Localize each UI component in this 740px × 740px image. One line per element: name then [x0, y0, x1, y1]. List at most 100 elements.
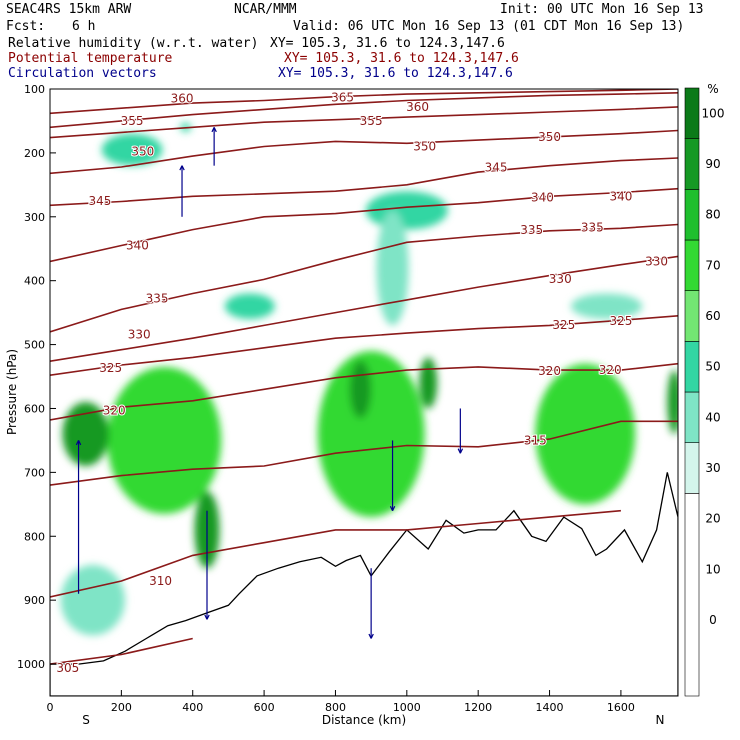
theta-label: 345 [89, 194, 112, 208]
humidity-region [62, 402, 109, 466]
x-tick-label: 0 [47, 701, 54, 714]
theta-label: 340 [531, 191, 554, 205]
y-tick-label: 800 [24, 530, 45, 543]
theta-label: 355 [121, 114, 144, 128]
colorbar-tick-label: 100 [702, 106, 725, 120]
y-tick-label: 700 [24, 466, 45, 479]
humidity-region [419, 357, 438, 409]
humidity-region [101, 133, 163, 166]
valid-time: Valid: 06 UTC Mon 16 Sep 13 (01 CDT Mon … [293, 19, 685, 34]
colorbar-tick-label: 30 [705, 461, 720, 475]
theta-contour-335 [50, 223, 678, 333]
x-tick-label: 200 [111, 701, 132, 714]
colorbar-bin [684, 493, 700, 697]
theta-contour-350 [50, 129, 678, 175]
colorbar-tick-label: 40 [705, 410, 720, 424]
circulation-vector [179, 165, 185, 217]
x-tick-label: 1600 [607, 701, 635, 714]
humidity-region [224, 293, 275, 320]
x-tick-label: 1400 [536, 701, 564, 714]
theta-label: 330 [645, 255, 668, 269]
field-vector-name: Circulation vectors [8, 66, 157, 81]
theta-label: 320 [103, 403, 126, 417]
theta-label: 335 [520, 223, 543, 237]
colorbar-bin [684, 391, 700, 443]
y-tick-label: 400 [24, 275, 45, 288]
theta-contour-340 [50, 187, 678, 263]
colorbar-tick-label: 70 [705, 258, 720, 272]
model-name: SEAC4RS 15km ARW [6, 2, 132, 17]
theta-contour-355 [50, 106, 678, 139]
humidity-region [667, 370, 678, 435]
circulation-vector [211, 127, 217, 166]
theta-label: 325 [99, 361, 122, 375]
colorbar-tick-label: 80 [705, 208, 720, 222]
colorbar-bin [684, 189, 700, 241]
circulation-vector [457, 408, 464, 454]
south-label: S [82, 713, 90, 727]
colorbar-bin [684, 442, 700, 494]
theta-label: 330 [549, 272, 572, 286]
circulation-vector-layer [75, 127, 464, 639]
y-tick-label: 900 [24, 594, 45, 607]
theta-label: 325 [609, 314, 632, 328]
colorbar-unit: % [707, 82, 718, 96]
humidity-region [60, 565, 125, 636]
y-tick-label: 500 [24, 339, 45, 352]
x-tick-label: 400 [182, 701, 203, 714]
theta-label: 365 [331, 90, 354, 104]
theta-label: 310 [149, 574, 172, 588]
organization: NCAR/MMM [234, 2, 297, 17]
theta-contour-360 [50, 92, 678, 129]
x-axis-label: Distance (km) [322, 713, 406, 727]
y-tick-label: 600 [24, 402, 45, 415]
colorbar-tick-label: 50 [705, 360, 720, 374]
forecast-value: 6 h [72, 19, 96, 34]
theta-label: 340 [609, 189, 632, 203]
theta-contour-345 [50, 157, 678, 207]
humidity-region [317, 350, 425, 518]
colorbar-bin [684, 138, 700, 190]
x-tick-label: 1000 [393, 701, 421, 714]
colorbar: 0 10 20 30 40 50 60 70 80 90 100 [684, 87, 725, 697]
theta-label: 335 [146, 292, 169, 306]
theta-contour-layer: 365 360 360 355 355 350 350 350 345 345 340 340 340 3… [50, 89, 678, 676]
theta-contour-310 [50, 509, 621, 598]
theta-contour-365 [50, 89, 678, 115]
theta-contour-305 [50, 637, 193, 665]
x-tick-label: 800 [325, 701, 346, 714]
colorbar-tick-label: 20 [705, 512, 720, 526]
north-label: N [656, 713, 665, 727]
terrain-layer [50, 472, 678, 696]
humidity-region [107, 366, 222, 514]
field-theta-xy: XY= 105.3, 31.6 to 124.3,147.6 [284, 51, 519, 66]
humidity-region [376, 210, 409, 326]
colorbar-bin [684, 239, 700, 291]
colorbar-tick-label: 10 [705, 562, 720, 576]
axis-layer: 0 200 400 600 800 1000 1200 1400 1600 100 200 300 40… [17, 83, 635, 714]
circulation-vector [389, 440, 396, 511]
x-tick-label: 1200 [464, 701, 492, 714]
theta-label: 350 [131, 145, 154, 159]
colorbar-tick-label: 90 [705, 157, 720, 171]
theta-label: 355 [360, 114, 383, 128]
x-tick-label: 600 [254, 701, 275, 714]
theta-label: 345 [485, 161, 508, 175]
circulation-vector [75, 440, 82, 594]
theta-label: 320 [599, 363, 622, 377]
theta-label: 360 [406, 100, 429, 114]
theta-contour-325 [50, 315, 678, 376]
field-vector-xy: XY= 105.3, 31.6 to 124.3,147.6 [278, 66, 513, 81]
theta-label: 325 [552, 318, 575, 332]
field-rh-name: Relative humidity (w.r.t. water) [8, 36, 259, 51]
circulation-vector [204, 510, 210, 620]
y-tick-label: 200 [24, 147, 45, 160]
y-tick-label: 300 [24, 211, 45, 224]
humidity-region [535, 363, 636, 505]
humidity-region [570, 293, 643, 320]
colorbar-bin [684, 341, 700, 393]
theta-label: 315 [524, 433, 547, 447]
plot-frame [49, 88, 679, 697]
circulation-vector [368, 568, 374, 639]
